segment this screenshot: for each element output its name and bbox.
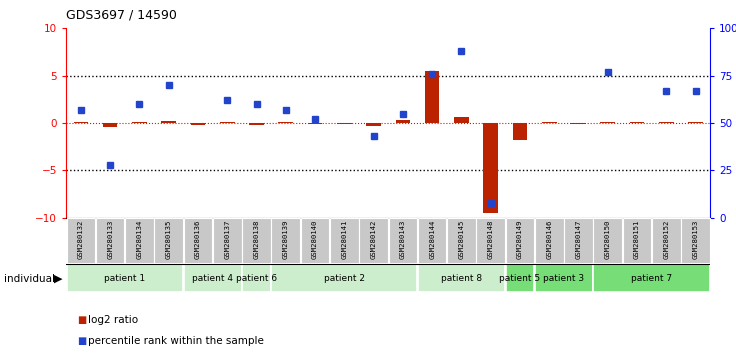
Text: GSM280153: GSM280153	[693, 220, 698, 259]
Bar	[542, 122, 556, 123]
Bar	[454, 117, 469, 123]
Bar	[593, 264, 710, 292]
Text: GSM280137: GSM280137	[224, 220, 230, 259]
Text: GSM280133: GSM280133	[107, 220, 113, 259]
Text: patient 8: patient 8	[441, 274, 482, 283]
Bar	[132, 122, 146, 123]
Bar	[506, 264, 534, 292]
Text: ■: ■	[77, 336, 87, 346]
Text: GSM280134: GSM280134	[136, 220, 143, 259]
Bar	[272, 264, 417, 292]
Bar	[125, 218, 154, 264]
Text: ▶: ▶	[54, 274, 63, 284]
Text: GSM280139: GSM280139	[283, 220, 289, 259]
Bar	[183, 218, 212, 264]
Bar	[395, 120, 410, 123]
Bar	[66, 264, 183, 292]
Bar	[389, 218, 417, 264]
Bar	[155, 218, 183, 264]
Text: log2 ratio: log2 ratio	[88, 315, 138, 325]
Bar	[688, 122, 703, 123]
Bar	[359, 218, 388, 264]
Text: GSM280143: GSM280143	[400, 220, 406, 259]
Bar	[682, 218, 710, 264]
Bar	[630, 121, 645, 123]
Bar	[161, 121, 176, 123]
Bar	[623, 218, 651, 264]
Bar	[484, 123, 498, 213]
Text: GSM280132: GSM280132	[78, 220, 84, 259]
Bar	[250, 123, 263, 125]
Text: GDS3697 / 14590: GDS3697 / 14590	[66, 9, 177, 22]
Bar	[183, 264, 241, 292]
Text: GSM280145: GSM280145	[459, 220, 464, 259]
Bar	[659, 122, 673, 123]
Bar	[565, 218, 593, 264]
Bar	[220, 121, 235, 123]
Text: GSM280147: GSM280147	[576, 220, 581, 259]
Text: GSM280144: GSM280144	[429, 220, 435, 259]
Bar	[506, 218, 534, 264]
Text: GSM280142: GSM280142	[371, 220, 377, 259]
Bar	[242, 264, 271, 292]
Text: patient 6: patient 6	[236, 274, 277, 283]
Text: patient 3: patient 3	[543, 274, 584, 283]
Bar	[418, 264, 505, 292]
Bar	[66, 218, 95, 264]
Text: patient 2: patient 2	[324, 274, 365, 283]
Bar	[425, 71, 439, 123]
Text: GSM280150: GSM280150	[605, 220, 611, 259]
Bar	[367, 123, 381, 126]
Text: GSM280146: GSM280146	[546, 220, 552, 259]
Text: GSM280135: GSM280135	[166, 220, 171, 259]
Bar	[96, 218, 124, 264]
Bar	[535, 218, 564, 264]
Bar	[330, 218, 358, 264]
Bar	[571, 123, 586, 125]
Bar	[308, 123, 322, 124]
Bar	[476, 218, 505, 264]
Text: patient 7: patient 7	[631, 274, 672, 283]
Text: individual: individual	[4, 274, 54, 284]
Bar	[601, 122, 615, 123]
Bar	[191, 123, 205, 125]
Bar	[272, 218, 300, 264]
Bar	[337, 123, 352, 124]
Bar	[301, 218, 330, 264]
Bar	[447, 218, 475, 264]
Bar	[278, 121, 293, 123]
Text: GSM280152: GSM280152	[663, 220, 669, 259]
Text: GSM280148: GSM280148	[488, 220, 494, 259]
Bar	[535, 264, 593, 292]
Text: patient 1: patient 1	[105, 274, 145, 283]
Bar	[652, 218, 681, 264]
Bar	[242, 218, 271, 264]
Bar	[103, 123, 118, 127]
Text: GSM280151: GSM280151	[634, 220, 640, 259]
Text: patient 4: patient 4	[192, 274, 233, 283]
Text: GSM280140: GSM280140	[312, 220, 318, 259]
Text: GSM280138: GSM280138	[253, 220, 260, 259]
Text: GSM280141: GSM280141	[342, 220, 347, 259]
Text: GSM280149: GSM280149	[517, 220, 523, 259]
Text: GSM280136: GSM280136	[195, 220, 201, 259]
Bar	[513, 123, 527, 140]
Text: patient 5: patient 5	[500, 274, 540, 283]
Bar	[213, 218, 241, 264]
Text: percentile rank within the sample: percentile rank within the sample	[88, 336, 264, 346]
Bar	[418, 218, 447, 264]
Text: ■: ■	[77, 315, 87, 325]
Bar	[593, 218, 622, 264]
Bar	[74, 122, 88, 123]
